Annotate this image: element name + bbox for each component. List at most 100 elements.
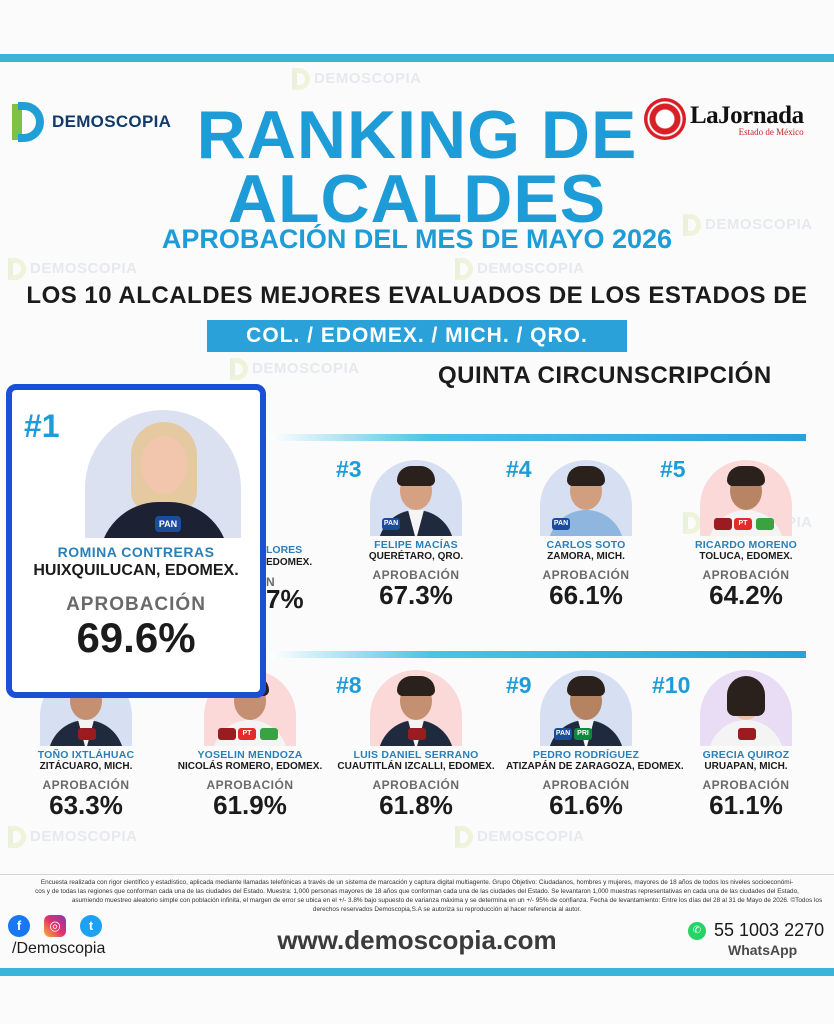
name: RICARDO MORENO: [695, 539, 797, 551]
headline: LOS 10 ALCALDES MEJORES EVALUADOS DE LOS…: [26, 282, 808, 309]
morena-badge-icon: [218, 728, 236, 740]
title-line-2: ALCALDES: [227, 161, 607, 237]
disclaimer-line: derechos reservados Demoscopia,S.A se au…: [312, 906, 582, 913]
title-line-1: RANKING DE: [196, 97, 638, 173]
place: QUERÉTARO, QRO.: [368, 551, 464, 562]
approval-value: 64.2%: [709, 580, 783, 610]
portrait: PT: [700, 460, 792, 536]
approval-label: APROBACIÓN: [542, 568, 630, 582]
sun-icon: [644, 98, 686, 140]
whatsapp-contact[interactable]: ✆ 55 1003 2270: [688, 920, 824, 941]
disclaimer-line: cos y de todas las regiones que conforma…: [35, 888, 799, 895]
place: ZITÁCUARO, MICH.: [39, 761, 133, 772]
circumscription: QUINTA CIRCUNSCRIPCIÓN: [438, 362, 772, 389]
name: GRECIA QUIROZ: [702, 749, 790, 761]
website-link[interactable]: www.demoscopia.com: [277, 925, 557, 955]
pt-badge-icon: PT: [238, 728, 256, 740]
approval-value: 63.3%: [49, 790, 123, 820]
footer-divider: [0, 874, 834, 875]
name: CARLOS SOTO: [546, 539, 626, 551]
card-rank-3: #3 PAN FELIPE MACÍAS QUERÉTARO, QRO. APR…: [336, 456, 496, 611]
approval-value: 61.6%: [549, 790, 623, 820]
approval-label: APROBACIÓN: [372, 568, 460, 582]
subtitle: APROBACIÓN DEL MES DE MAYO 2026: [161, 224, 673, 254]
card-rank-10: #10 GRECIA QUIROZ URUAPAN, MICH. APROBAC…: [652, 670, 826, 821]
place: NICOLÁS ROMERO, EDOMEX.: [177, 761, 323, 772]
name: LUIS DANIEL SERRANO: [353, 749, 479, 761]
social-links: f ◎ t: [8, 915, 102, 937]
whatsapp-label: WhatsApp: [728, 942, 798, 958]
approval-value: 61.8%: [379, 790, 453, 820]
rank-2-name-partial: LORES: [266, 544, 303, 556]
place: HUIXQUILUCAN, EDOMEX.: [33, 562, 239, 579]
pan-badge-icon: PAN: [554, 728, 572, 740]
rank-number: #5: [660, 456, 686, 482]
approval-value: 61.1%: [709, 790, 783, 820]
la-jornada-title: LaJornada: [690, 101, 804, 129]
card-rank-1: #1 PAN ROMINA CONTRERAS HUIXQUILUCAN, ED…: [6, 384, 266, 698]
states-bar: COL. / EDOMEX. / MICH. / QRO.: [207, 320, 627, 352]
facebook-icon[interactable]: f: [8, 915, 30, 937]
place: URUAPAN, MICH.: [704, 761, 788, 772]
card-rank-9: #9 PAN PRI PEDRO RODRÍGUEZ ATIZAPÁN DE Z…: [506, 670, 684, 821]
morena-badge-icon: [738, 728, 756, 740]
pvem-badge-icon: [260, 728, 278, 740]
instagram-icon[interactable]: ◎: [44, 915, 66, 937]
pri-badge-icon: PRI: [574, 728, 592, 740]
watermark: DEMOSCOPIA: [8, 826, 138, 848]
whatsapp-icon: ✆: [688, 921, 706, 940]
place: ZAMORA, MICH.: [547, 551, 625, 562]
name: YOSELIN MENDOZA: [197, 749, 303, 761]
disclaimer-line: Encuesta realizada con rigor científico …: [40, 879, 794, 886]
row-stripe-2: [270, 651, 806, 658]
approval-value: 61.9%: [213, 790, 287, 820]
rank-2-value-partial: 7%: [266, 584, 304, 614]
name: PEDRO RODRÍGUEZ: [532, 749, 640, 761]
rank-number: #3: [336, 456, 362, 482]
rank-number: #1: [24, 408, 60, 444]
disclaimer-line: asumiendo muestreo aleatorio simple con …: [71, 897, 823, 904]
portrait: PAN PRI: [540, 670, 632, 746]
morena-badge-icon: [408, 728, 426, 740]
watermark: DEMOSCOPIA: [455, 826, 585, 848]
portrait: [370, 670, 462, 746]
rank-number: #9: [506, 672, 532, 698]
portrait: PAN: [370, 460, 462, 536]
demoscopia-logo: DEMOSCOPIA: [8, 100, 171, 144]
place: TOLUCA, EDOMEX.: [699, 551, 793, 562]
approval-label: APROBACIÓN: [542, 778, 630, 792]
name: TOÑO IXTLÁHUAC: [37, 749, 135, 761]
rank-number: #4: [506, 456, 532, 482]
la-jornada-logo: LaJornada Estado de México: [644, 98, 804, 140]
rank-number: #8: [336, 672, 362, 698]
card-rank-5: #5 PT RICARDO MORENO TOLUCA, EDOMEX. APR…: [660, 456, 826, 611]
pan-badge-icon: PAN: [155, 516, 181, 532]
approval-label: APROBACIÓN: [66, 594, 206, 615]
pt-badge-icon: PT: [734, 518, 752, 530]
card-rank-8: #8 LUIS DANIEL SERRANO CUAUTITLÁN IZCALL…: [336, 670, 496, 821]
portrait: PAN: [540, 460, 632, 536]
rank-number: #10: [652, 672, 691, 698]
pan-badge-icon: PAN: [552, 518, 570, 530]
twitter-icon[interactable]: t: [80, 915, 102, 937]
morena-badge-icon: [714, 518, 732, 530]
rank-2-place-partial: EDOMEX.: [266, 557, 313, 568]
demoscopia-logo-text: DEMOSCOPIA: [52, 112, 172, 131]
row-stripe-1: [270, 434, 806, 441]
name: FELIPE MACÍAS: [374, 539, 458, 551]
approval-label: APROBACIÓN: [42, 778, 130, 792]
social-handle[interactable]: /Demoscopia: [12, 940, 106, 957]
disclaimer: Encuesta realizada con rigor científico …: [8, 878, 826, 914]
place: CUAUTITLÁN IZCALLI, EDOMEX.: [337, 761, 495, 772]
approval-label: APROBACIÓN: [702, 778, 790, 792]
name: ROMINA CONTRERAS: [57, 544, 215, 560]
approval-label: APROBACIÓN: [372, 778, 460, 792]
place: ATIZAPÁN DE ZARAGOZA, EDOMEX.: [506, 761, 684, 772]
pan-badge-icon: PAN: [382, 518, 400, 530]
watermark: DEMOSCOPIA: [455, 258, 585, 280]
watermark: DEMOSCOPIA: [230, 358, 360, 380]
rank-2-approval-partial: N: [266, 575, 275, 589]
approval-value: 67.3%: [379, 580, 453, 610]
card-rank-4: #4 PAN CARLOS SOTO ZAMORA, MICH. APROBAC…: [506, 456, 666, 611]
